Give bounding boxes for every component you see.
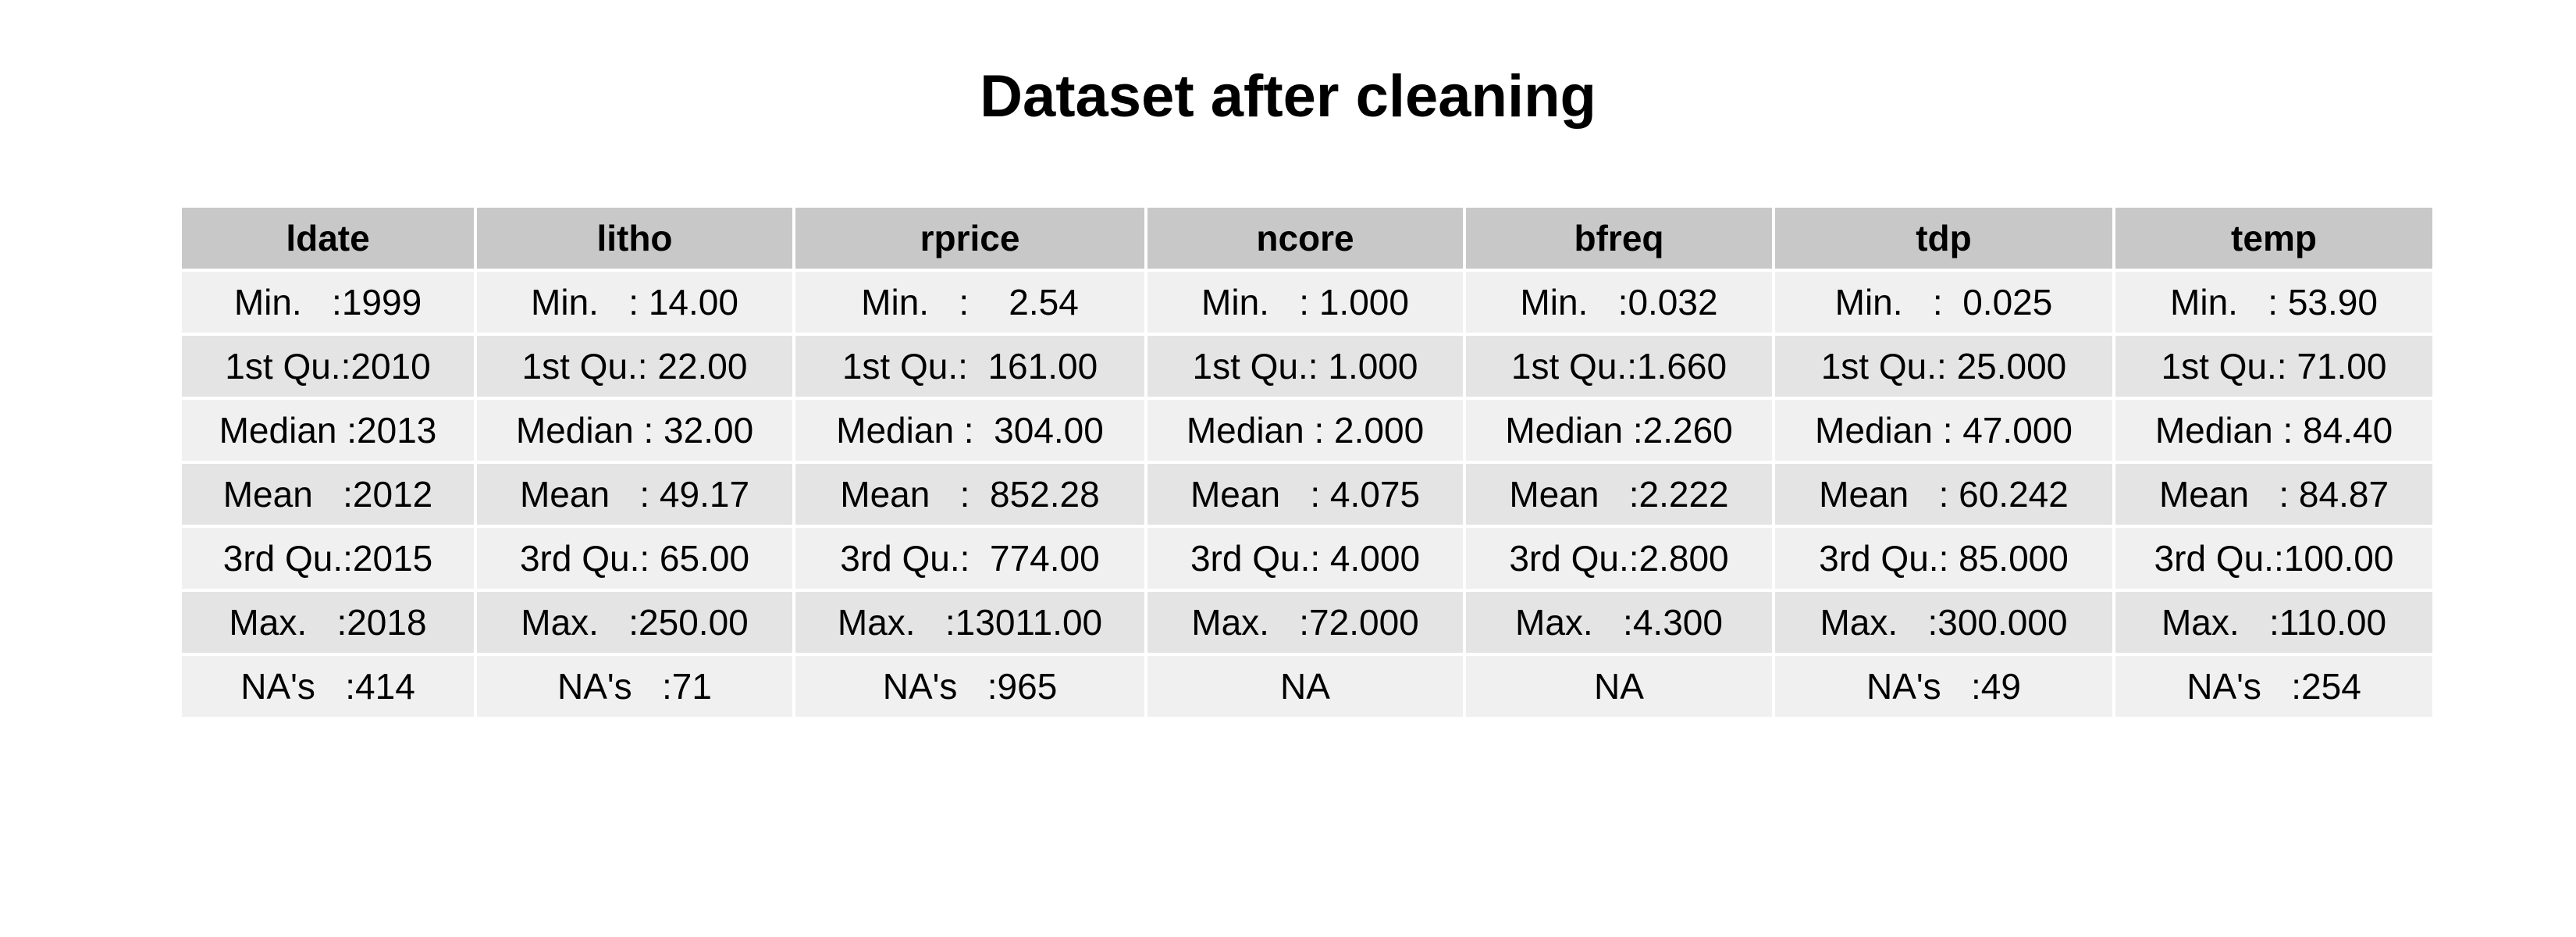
table-cell: Mean : 84.87 [2112,461,2435,528]
table-cell: Median : 32.00 [474,397,795,464]
column-header-temp: temp [2112,205,2435,272]
table-cell: Min. :0.032 [1463,269,1775,336]
table-cell: Max. :13011.00 [792,589,1147,656]
table-cell: 1st Qu.: 71.00 [2112,333,2435,400]
table-row-nas: NA's :414 NA's :71 NA's :965 NA NA NA's … [179,653,2435,720]
table-cell: Max. :110.00 [2112,589,2435,656]
table-cell: Median : 2.000 [1144,397,1466,464]
table-row-3rd-qu: 3rd Qu.:2015 3rd Qu.: 65.00 3rd Qu.: 774… [179,525,2435,592]
table-cell: NA [1144,653,1466,720]
table-row-min: Min. :1999 Min. : 14.00 Min. : 2.54 Min.… [179,269,2435,336]
summary-table: ldate litho rprice ncore bfreq tdp temp … [179,205,2435,720]
table-cell: Max. :300.000 [1772,589,2115,656]
table-cell: NA's :414 [179,653,477,720]
table-cell: Mean : 852.28 [792,461,1147,528]
table-cell: Min. : 2.54 [792,269,1147,336]
table-cell: 1st Qu.:2010 [179,333,477,400]
table-cell: Mean : 60.242 [1772,461,2115,528]
table-cell: Min. : 0.025 [1772,269,2115,336]
table-cell: 1st Qu.:1.660 [1463,333,1775,400]
table-cell: NA [1463,653,1775,720]
table-cell: Max. :250.00 [474,589,795,656]
table-cell: 1st Qu.: 25.000 [1772,333,2115,400]
table-cell: NA's :71 [474,653,795,720]
table-cell: Min. : 53.90 [2112,269,2435,336]
column-header-bfreq: bfreq [1463,205,1775,272]
table-cell: Mean :2.222 [1463,461,1775,528]
table-cell: Mean : 49.17 [474,461,795,528]
table-cell: 3rd Qu.: 774.00 [792,525,1147,592]
table-cell: NA's :965 [792,653,1147,720]
header-row: ldate litho rprice ncore bfreq tdp temp [179,205,2435,272]
table-row-median: Median :2013 Median : 32.00 Median : 304… [179,397,2435,464]
table-cell: Mean :2012 [179,461,477,528]
table-cell: 3rd Qu.: 65.00 [474,525,795,592]
table-cell: 3rd Qu.:2.800 [1463,525,1775,592]
table-cell: 3rd Qu.:2015 [179,525,477,592]
table-row-mean: Mean :2012 Mean : 49.17 Mean : 852.28 Me… [179,461,2435,528]
chart-title: Dataset after cleaning [980,63,1596,130]
table-cell: Median : 304.00 [792,397,1147,464]
table-cell: 3rd Qu.: 4.000 [1144,525,1466,592]
column-header-litho: litho [474,205,795,272]
table-cell: Min. :1999 [179,269,477,336]
table-cell: NA's :49 [1772,653,2115,720]
table-cell: Mean : 4.075 [1144,461,1466,528]
table-cell: Median : 47.000 [1772,397,2115,464]
table-cell: Median : 84.40 [2112,397,2435,464]
table-cell: 3rd Qu.: 85.000 [1772,525,2115,592]
table-cell: Median :2.260 [1463,397,1775,464]
table-cell: 3rd Qu.:100.00 [2112,525,2435,592]
column-header-ncore: ncore [1144,205,1466,272]
column-header-tdp: tdp [1772,205,2115,272]
table-cell: Median :2013 [179,397,477,464]
column-header-rprice: rprice [792,205,1147,272]
table-cell: 1st Qu.: 22.00 [474,333,795,400]
table-row-1st-qu: 1st Qu.:2010 1st Qu.: 22.00 1st Qu.: 161… [179,333,2435,400]
table-cell: Min. : 14.00 [474,269,795,336]
table-cell: Min. : 1.000 [1144,269,1466,336]
table-cell: Max. :72.000 [1144,589,1466,656]
table-cell: Max. :2018 [179,589,477,656]
table-row-max: Max. :2018 Max. :250.00 Max. :13011.00 M… [179,589,2435,656]
table-cell: Max. :4.300 [1463,589,1775,656]
column-header-ldate: ldate [179,205,477,272]
table-cell: 1st Qu.: 161.00 [792,333,1147,400]
table-cell: 1st Qu.: 1.000 [1144,333,1466,400]
table-cell: NA's :254 [2112,653,2435,720]
